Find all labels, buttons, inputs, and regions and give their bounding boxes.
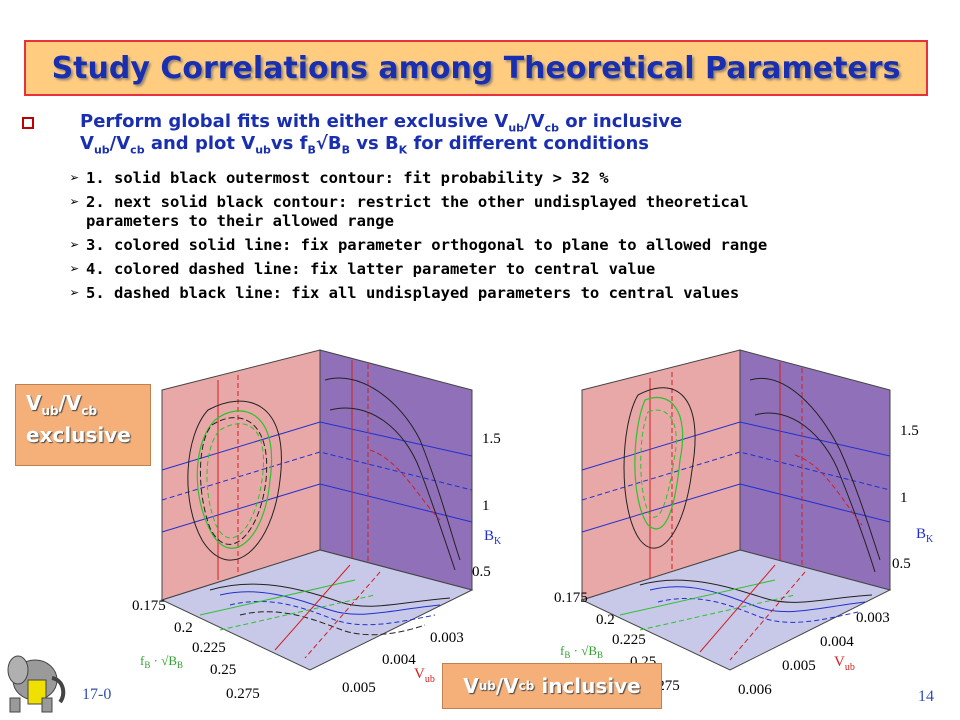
bk-tick-label: 1.5	[900, 423, 919, 439]
fb-axis-label: fB · √BB	[560, 643, 603, 660]
green-contour-dashed	[206, 423, 264, 539]
list-item: ➢ 4. colored dashed line: fix latter para…	[70, 257, 950, 281]
exclusive-label: Vub/Vcb exclusive	[15, 384, 151, 466]
green-contour	[634, 396, 684, 530]
black-contour	[187, 400, 282, 561]
checkbox-bullet-icon	[22, 117, 34, 129]
bk-axis-label: BK	[484, 528, 502, 547]
vub-tick-label: 0.003	[430, 630, 464, 646]
green-line-dashed	[639, 594, 796, 631]
vub-tick-label: 0.005	[782, 658, 816, 674]
condition-list: ➢ 1. solid black outermost contour: fit p…	[70, 166, 950, 305]
fb-tick-label: 0.25	[210, 662, 236, 678]
exclusive-label-line2: exclusive	[26, 423, 131, 447]
exclusive-label-line1: Vub/Vcb	[26, 391, 98, 418]
red-line-dashed	[729, 571, 806, 661]
bk-tick-label: 0.5	[472, 564, 491, 580]
fb-tick-label: 0.175	[554, 590, 588, 606]
vub-axis-label: Vub	[834, 654, 855, 673]
bk-tick-label: 1	[482, 498, 490, 514]
red-contour-dashed	[794, 454, 863, 526]
fb-tick-label: 0.2	[174, 620, 193, 636]
list-item: ➢ 3. colored solid line: fix parameter or…	[70, 233, 950, 257]
bk-line-dashed	[581, 451, 891, 501]
list-item: ➢ 2. next solid black contour: restrict t…	[70, 190, 950, 214]
fb-tick-label: 0.225	[612, 632, 646, 648]
vub-tick-label: 0.004	[382, 652, 416, 668]
title-banner: Study Correlations among Theoretical Par…	[24, 40, 928, 96]
fb-tick-label: 0.275	[226, 686, 260, 702]
vub-tick-label: 0.004	[820, 634, 854, 650]
red-line-dashed	[304, 571, 381, 659]
vub-tick-label: 0.006	[738, 682, 772, 698]
vub-tick-label: 0.005	[342, 680, 376, 696]
green-line-dashed	[219, 594, 376, 631]
arrow-bullet-icon: ➢	[70, 284, 80, 302]
black-contour	[623, 387, 696, 549]
red-line	[699, 564, 776, 653]
green-contour	[196, 410, 273, 549]
right-wall	[739, 349, 891, 591]
black-contour	[639, 579, 873, 603]
bk-tick-label: 0.5	[892, 556, 911, 572]
plot-exclusive: 1.5 1 BK 0.5 0.175 0.2 0.225 0.25 0.275 …	[120, 340, 540, 710]
arrow-bullet-icon: ➢	[70, 193, 80, 211]
bk-axis-label: BK	[916, 526, 934, 545]
black-contour-dashed	[239, 611, 426, 636]
plot-inclusive: 1.5 1 BK 0.5 0.175 0.2 0.225 0.25 0.275 …	[540, 340, 950, 710]
fb-tick-label: 0.2	[596, 612, 615, 628]
plot-inclusive-svg: 1.5 1 BK 0.5 0.175 0.2 0.225 0.25 0.275 …	[554, 349, 934, 698]
main-bullet-line2: Vub/Vcb and plot Vubvs fB√BB vs BK for d…	[80, 133, 649, 157]
blue-contour	[219, 591, 441, 615]
bk-line	[581, 483, 891, 533]
arrow-bullet-icon: ➢	[70, 260, 80, 278]
main-bullet-line1: Perform global fits with either exclusiv…	[80, 111, 683, 135]
red-line	[274, 564, 351, 651]
list-item: ➢ 1. solid black outermost contour: fit p…	[70, 166, 950, 190]
fb-axis-label: fB · √BB	[140, 653, 183, 670]
list-item-continued: parameters to their allowed range	[86, 212, 394, 230]
plot-exclusive-svg: 1.5 1 BK 0.5 0.175 0.2 0.225 0.25 0.275 …	[132, 349, 502, 702]
list-item: ➢ 5. dashed black line: fix all undisplay…	[70, 281, 950, 305]
black-contour	[324, 377, 461, 561]
green-contour-dashed	[640, 409, 677, 518]
main-bullet-text: Perform global fits with either exclusiv…	[80, 111, 940, 157]
black-contour	[754, 412, 876, 573]
green-line	[619, 579, 776, 616]
arrow-bullet-icon: ➢	[70, 169, 80, 187]
blue-contour-dashed	[229, 600, 436, 626]
floor	[160, 549, 474, 671]
elephant-mascot-icon	[0, 640, 70, 719]
black-contour	[209, 583, 451, 607]
fb-tick-label: 0.175	[132, 598, 166, 614]
arrow-bullet-icon: ➢	[70, 236, 80, 254]
red-contour-dashed	[369, 449, 441, 521]
bk-tick-label: 1.5	[482, 431, 501, 447]
black-contour	[749, 378, 881, 561]
bk-line	[161, 483, 473, 533]
vub-tick-label: 0.003	[856, 610, 890, 626]
footer-date: 17-0	[82, 686, 112, 703]
slide-title: Study Correlations among Theoretical Par…	[51, 50, 901, 86]
black-contour	[329, 407, 456, 571]
page-number: 14	[918, 688, 934, 705]
blue-contour	[649, 586, 866, 613]
vub-axis-label: Vub	[414, 666, 435, 685]
bk-tick-label: 1	[900, 490, 908, 506]
fb-tick-label: 0.225	[192, 640, 226, 656]
black-contour-dashed	[199, 417, 268, 545]
green-line	[199, 579, 356, 616]
